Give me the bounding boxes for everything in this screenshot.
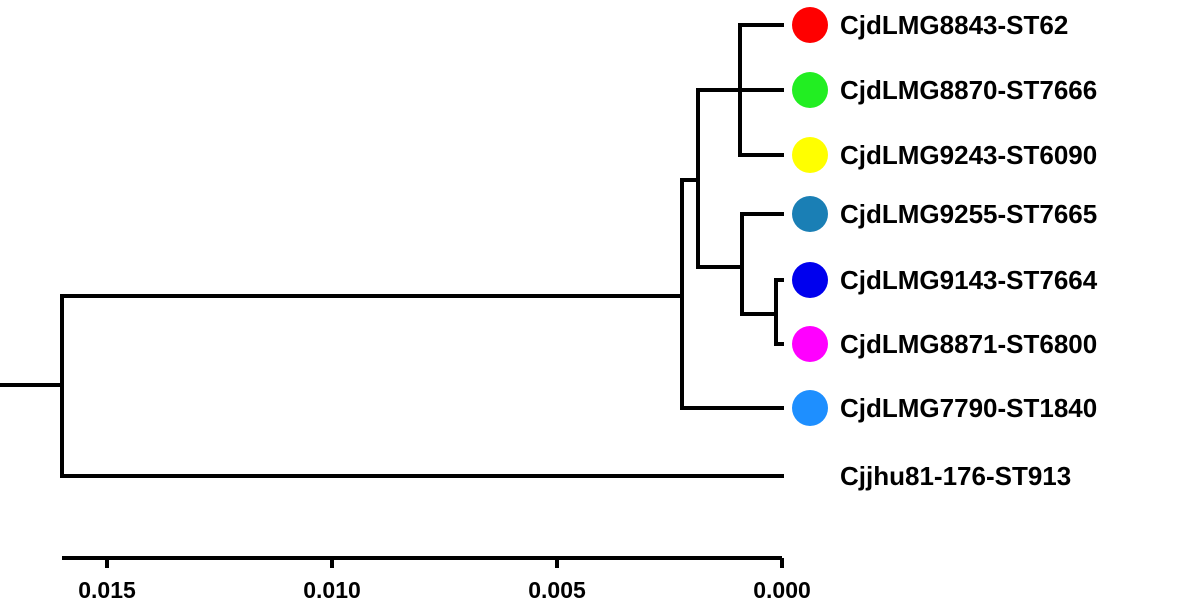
tip-label-1: CjdLMG8843-ST62	[840, 10, 1068, 40]
tip-label-7: CjdLMG7790-ST1840	[840, 393, 1097, 423]
tip-marker-1	[792, 7, 828, 43]
axis-tick-label-4: 0.000	[753, 577, 811, 603]
tip-marker-6	[792, 326, 828, 362]
tip-label-2: CjdLMG8870-ST7666	[840, 75, 1097, 105]
axis-tick-label-3: 0.005	[528, 577, 586, 603]
tip-label-6: CjdLMG8871-ST6800	[840, 329, 1097, 359]
axis-tick-label-1: 0.015	[78, 577, 136, 603]
tip-label-5: CjdLMG9143-ST7664	[840, 265, 1098, 295]
tip-marker-4	[792, 196, 828, 232]
tip-label-8: Cjjhu81-176-ST913	[840, 461, 1071, 491]
tip-label-3: CjdLMG9243-ST6090	[840, 140, 1097, 170]
tip-marker-2	[792, 72, 828, 108]
tip-marker-3	[792, 137, 828, 173]
axis-tick-label-2: 0.010	[303, 577, 361, 603]
scale-axis: 0.015 0.010 0.005 0.000	[62, 556, 811, 603]
tip-marker-7	[792, 390, 828, 426]
tip-marker-5	[792, 262, 828, 298]
tip-label-4: CjdLMG9255-ST7665	[840, 199, 1097, 229]
